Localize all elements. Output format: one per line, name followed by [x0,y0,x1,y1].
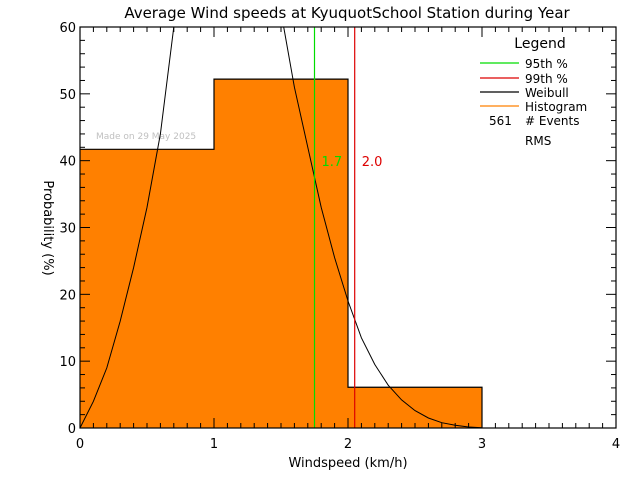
legend-rms-label: RMS [525,134,551,148]
histogram-outline [80,78,483,428]
y-tick-label: 40 [59,155,76,170]
legend-title: Legend [514,36,565,52]
weibull-line [80,27,483,428]
legend-label-weibull: Weibull [525,86,569,100]
p95-value-label: 1.7 [322,155,343,170]
x-tick-label: 4 [612,437,620,452]
y-tick-label: 20 [59,288,76,303]
x-axis-label: Windspeed (km/h) [288,456,407,471]
legend-label-histogram: Histogram [525,100,587,114]
y-tick-label: 30 [59,222,76,237]
x-tick-label: 3 [478,437,486,452]
legend-events-label: # Events [525,114,580,128]
made-on-annotation: Made on 29 May 2025 [96,132,196,142]
legend-label-95th: 95th % [525,57,568,71]
y-tick-label: 60 [59,21,76,36]
legend-label-99th: 99th % [525,72,568,86]
histogram-bar [348,387,482,428]
y-tick-label: 0 [68,422,76,437]
histogram-bars [80,78,483,428]
legend-events-count: 561 [489,114,512,128]
y-tick-label: 10 [59,355,76,370]
histogram-bar [80,149,214,428]
percentile-lines: 1.7 2.0 [313,27,383,428]
x-tick-label: 2 [344,437,352,452]
x-tick-label: 1 [210,437,218,452]
y-axis-label: Probability (%) [40,180,55,275]
x-tick-label: 0 [76,437,84,452]
weibull-curve [80,27,483,428]
histogram-bar [214,79,348,428]
chart-title: Average Wind speeds at KyuquotSchool Sta… [124,4,570,22]
y-tick-label: 50 [59,88,76,103]
p99-value-label: 2.0 [362,155,383,170]
chart-legend: Legend 95th % 99th % Weibull Histogram 5… [480,36,587,148]
